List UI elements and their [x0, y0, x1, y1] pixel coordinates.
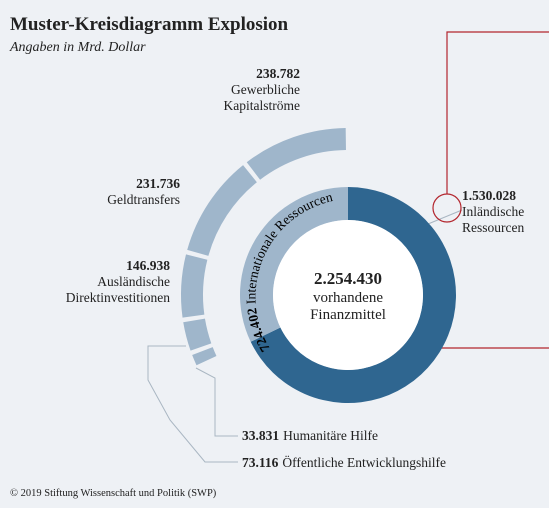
- part-label: 73.116 Öffentliche Entwicklungshilfe: [242, 455, 542, 471]
- outer-segment: [183, 318, 212, 351]
- chart-subtitle: Angaben in Mrd. Dollar: [10, 40, 146, 55]
- part-name: Ausländische Direktinvestitionen: [65, 274, 170, 305]
- slice-label: 1.530.028 Inländische Ressourcen: [462, 188, 542, 236]
- donut-slice: [250, 187, 456, 403]
- part-name: Öffentliche Entwicklungshilfe: [282, 455, 446, 470]
- leader-line: [427, 209, 463, 225]
- source: © 2019 Stiftung Wissenschaft und Politik…: [10, 488, 217, 499]
- part-name: Humanitäre Hilfe: [283, 428, 378, 443]
- leader-line: [195, 367, 238, 437]
- center-value: 2.254.430: [314, 269, 382, 288]
- part-value: 146.938: [126, 258, 170, 273]
- part-label: 146.938 Ausländische Direktinvestitionen: [30, 258, 170, 306]
- leader-line: [147, 345, 238, 463]
- outer-segment: [192, 347, 217, 366]
- donut-slice: [239, 187, 348, 342]
- part-value: 238.782: [256, 66, 300, 81]
- slice-name: Inländische Ressourcen: [462, 204, 525, 235]
- part-value: 33.831: [242, 428, 280, 443]
- part-name: Gewerbliche Kapitalströme: [223, 82, 300, 113]
- center-text: vorhandene Finanzmittel: [310, 290, 386, 323]
- outer-segment: [246, 128, 346, 180]
- chart-title: Muster-Kreisdiagramm Explosion: [10, 14, 289, 35]
- slice-value: 1.530.028: [462, 188, 516, 203]
- part-value: 231.736: [136, 176, 180, 191]
- part-label: 238.782 Gewerbliche Kapitalströme: [190, 66, 300, 114]
- callout-line: [446, 31, 549, 194]
- outer-segment: [187, 165, 257, 256]
- part-value: 73.116: [242, 455, 279, 470]
- callout-circle: [432, 193, 462, 223]
- part-label: 231.736 Geldtransfers: [80, 176, 180, 208]
- center-circle: [273, 220, 423, 370]
- part-label: 33.831 Humanitäre Hilfe: [242, 428, 542, 444]
- part-name: Geldtransfers: [107, 192, 180, 207]
- center-label: 2.254.430 vorhandene Finanzmittel: [278, 268, 418, 324]
- leader-lines: [147, 209, 463, 463]
- outer-segment: [181, 254, 208, 318]
